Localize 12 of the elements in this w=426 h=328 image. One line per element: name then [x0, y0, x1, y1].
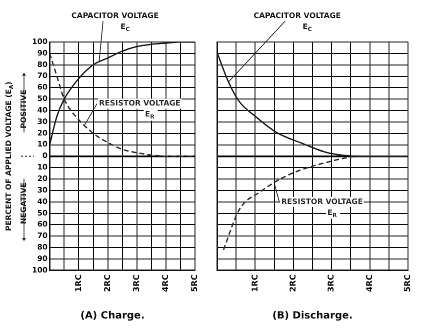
x-tick-label: 5RC [403, 274, 412, 292]
x-tick-label: 2RC [102, 274, 112, 292]
x-tick-label: 3RC [132, 274, 141, 292]
text: (B) Discharge. [272, 310, 353, 322]
x-tick-label: 4RC [161, 274, 170, 292]
x-tick-label: 1RC [74, 274, 83, 292]
text: (A) Charge. [80, 310, 145, 322]
x-tick-label: 2RC [288, 274, 298, 292]
x-tick-label: 3RC [326, 274, 336, 292]
x-tick-label: 4RC [364, 274, 374, 292]
x-tick-label: 1RC [250, 274, 260, 292]
x-tick-label: 5RC [190, 274, 200, 292]
